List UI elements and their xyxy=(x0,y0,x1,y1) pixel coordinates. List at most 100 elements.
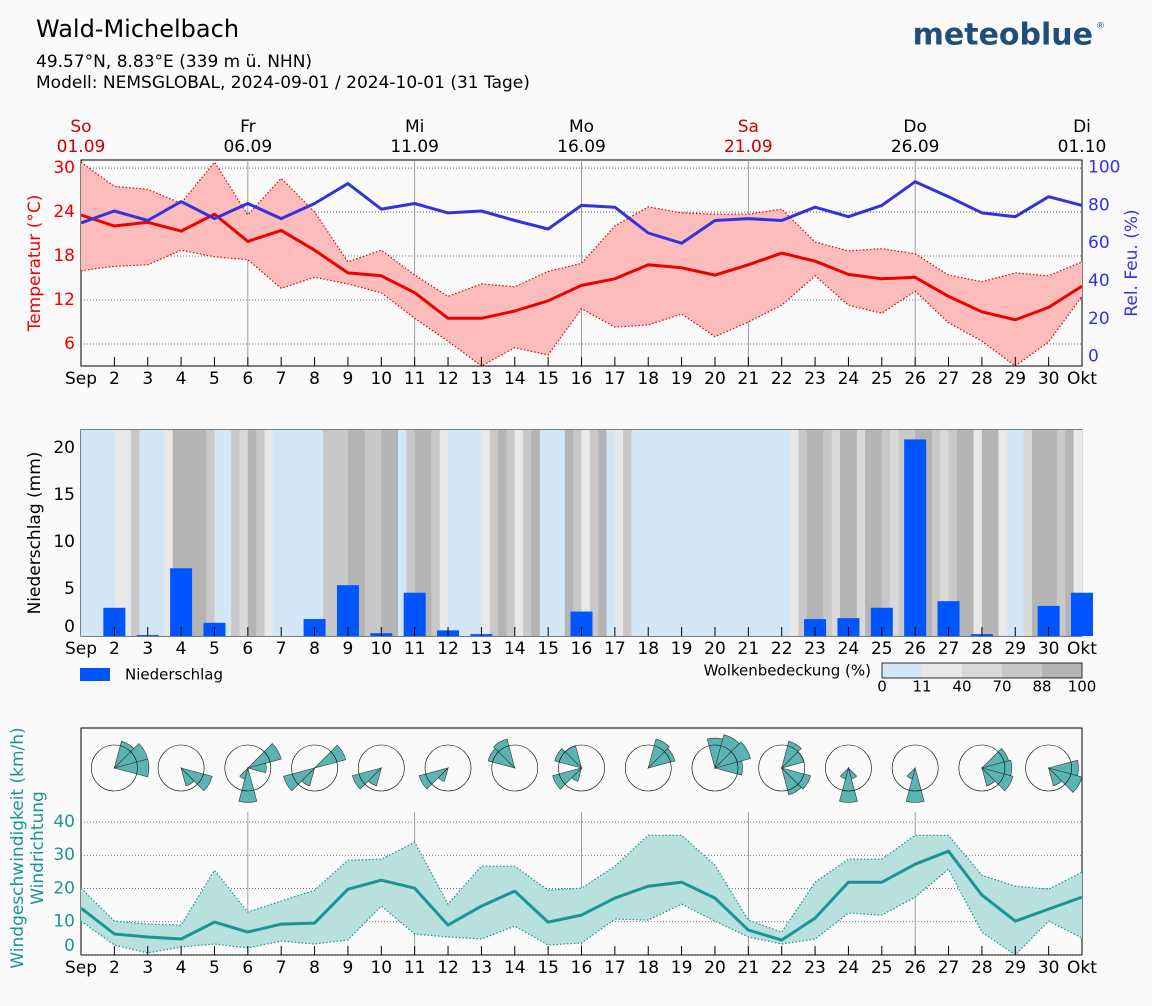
wind-rose-ring xyxy=(1025,744,1072,792)
cloud-cover xyxy=(614,430,624,636)
x-tick-label: 12 xyxy=(437,639,459,659)
cloud-cover xyxy=(581,430,591,636)
legend-label: Niederschlag xyxy=(125,666,223,684)
cloud-cover xyxy=(589,430,599,636)
cloud-cover xyxy=(1048,430,1058,636)
x-tick-label: 15 xyxy=(537,369,559,389)
legend-swatch xyxy=(1042,663,1082,678)
x-tick-label: 29 xyxy=(1004,369,1026,389)
cloud-cover xyxy=(748,430,758,636)
legend-bin-label: 11 xyxy=(912,678,931,696)
cloud-cover xyxy=(372,430,382,636)
x-tick-label: 13 xyxy=(471,958,493,978)
x-tick-label: 18 xyxy=(637,639,659,659)
cloud-cover xyxy=(973,430,983,636)
x-tick-label: 16 xyxy=(571,958,593,978)
cloud-cover xyxy=(256,430,265,636)
cloud-cover xyxy=(189,430,199,636)
cloud-cover xyxy=(648,430,657,636)
x-tick-label: 17 xyxy=(604,958,626,978)
wind-sector xyxy=(905,766,925,803)
y2-tick-label: 80 xyxy=(1088,195,1110,215)
wind-sector xyxy=(839,767,850,780)
cloud-cover xyxy=(89,430,99,636)
cloud-cover xyxy=(823,430,833,636)
x-tick-label: 30 xyxy=(1038,958,1060,978)
cloud-cover xyxy=(756,430,766,636)
cloud-cover xyxy=(81,430,90,636)
y-axis-label: Temperatur (°C) xyxy=(25,195,45,333)
legend-bin-label: 88 xyxy=(1032,678,1051,696)
legend-swatch xyxy=(1002,663,1042,678)
cloud-cover xyxy=(456,430,466,636)
cloud-cover xyxy=(498,430,507,636)
wind-sector xyxy=(493,738,516,770)
x-tick-label: 27 xyxy=(938,639,960,659)
cloud-cover xyxy=(815,430,824,636)
y2-tick-label: 60 xyxy=(1088,233,1110,253)
legend-bin-label: 0 xyxy=(877,678,887,696)
cloud-cover xyxy=(731,430,741,636)
x-tick-label: 28 xyxy=(971,639,993,659)
cloud-cover xyxy=(289,430,299,636)
x-tick-label: 18 xyxy=(637,369,659,389)
cloud-cover xyxy=(131,430,140,636)
wind-rose-ring xyxy=(624,744,672,792)
wind-sector xyxy=(713,741,751,769)
wind-sector xyxy=(981,766,996,787)
x-tick-label: 13 xyxy=(471,639,493,659)
cloud-cover xyxy=(831,430,841,636)
x-tick-label: 24 xyxy=(838,369,860,389)
cloud-cover xyxy=(306,430,315,636)
wind-sector xyxy=(980,767,1014,792)
wind-rose-ring xyxy=(224,744,272,792)
y-tick-label: 0 xyxy=(64,936,75,956)
cloud-cover xyxy=(948,430,958,636)
x-tick-label: 8 xyxy=(309,369,320,389)
y-tick-label: 30 xyxy=(53,845,75,865)
wind-sector xyxy=(180,767,213,792)
x-tick-label: 5 xyxy=(209,958,220,978)
line xyxy=(80,849,1083,942)
wind-rose-ring xyxy=(157,744,205,792)
x-tick-label: 30 xyxy=(1038,369,1060,389)
cloud-cover xyxy=(631,430,641,636)
cloud-cover xyxy=(865,430,874,636)
cloud-cover xyxy=(681,430,691,636)
y-tick-label: 24 xyxy=(53,202,75,222)
x-tick-label: 15 xyxy=(537,958,559,978)
cloud-cover xyxy=(1031,430,1041,636)
cloud-cover xyxy=(848,430,858,636)
range-area xyxy=(81,162,1082,366)
cloud-cover xyxy=(523,430,532,636)
x-tick-label: 8 xyxy=(309,639,320,659)
x-tick-label: Okt xyxy=(1067,369,1097,389)
y-tick-label: 40 xyxy=(53,812,75,832)
x-tick-label: 5 xyxy=(209,369,220,389)
x-tick-label: 17 xyxy=(604,639,626,659)
x-tick-label: 13 xyxy=(471,369,493,389)
cloud-cover xyxy=(272,430,282,636)
cloud-cover xyxy=(673,430,682,636)
x-tick-label: Sep xyxy=(65,369,97,389)
logo: meteoblue xyxy=(913,18,1093,53)
wind-rose-ring xyxy=(758,744,806,792)
cloud-cover xyxy=(689,430,699,636)
x-tick-label: 30 xyxy=(1038,639,1060,659)
range-upper xyxy=(80,834,1083,933)
cloud-cover xyxy=(606,430,616,636)
x-tick-label: 25 xyxy=(871,958,893,978)
wind-sector xyxy=(313,744,347,769)
x-tick-label: 9 xyxy=(343,958,354,978)
cloud-cover xyxy=(506,430,516,636)
legend-swatch xyxy=(922,663,962,678)
x-tick-label: 17 xyxy=(604,369,626,389)
y-tick-label: 12 xyxy=(53,290,75,310)
weekday-label: Sa xyxy=(738,117,759,137)
weekday-label: Mo xyxy=(569,117,594,137)
wind-sector xyxy=(180,766,195,787)
wind-rose-ring xyxy=(357,744,405,792)
x-tick-label: 14 xyxy=(504,639,526,659)
wind-sector xyxy=(647,738,670,770)
x-tick-label: 28 xyxy=(971,958,993,978)
